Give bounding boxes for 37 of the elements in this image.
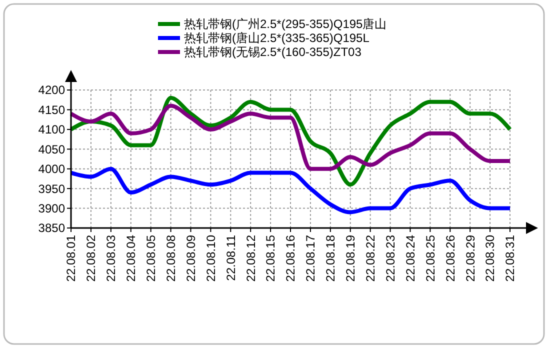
legend-label: 热轧带钢(广州2.5*(295-355)Q195唐山: [184, 17, 387, 32]
y-tick-label: 3950: [38, 182, 66, 196]
x-tick-label: 22.08.15: [264, 234, 278, 282]
y-tick-label: 4050: [38, 142, 66, 156]
x-tick-label: 22.08.24: [403, 234, 418, 282]
legend-label: 热轧带钢(唐山2.5*(335-365)Q195L: [184, 31, 370, 46]
x-tick-label: 22.08.09: [184, 234, 198, 282]
x-tick-label: 22.08.12: [244, 234, 258, 282]
line-series: [69, 96, 512, 187]
x-tick-label: 22.08.26: [443, 234, 458, 282]
x-tick-label: 22.08.31: [503, 234, 518, 282]
x-tick-label: 22.08.17: [304, 234, 318, 282]
y-tick-label: 4100: [38, 122, 66, 137]
x-tick-label: 22.08.18: [324, 234, 338, 282]
x-tick-label: 22.08.04: [124, 234, 138, 282]
line-series: [69, 166, 512, 214]
x-tick-label: 22.08.29: [463, 234, 478, 282]
x-tick-label: 22.08.05: [144, 234, 158, 282]
x-tick-label: 22.08.03: [104, 234, 118, 282]
x-tick-label: 22.08.30: [483, 234, 498, 282]
x-tick-label: 22.08.01: [64, 234, 78, 282]
x-tick-label: 22.08.19: [344, 234, 358, 282]
y-tick-label: 4000: [38, 162, 66, 176]
x-tick-label: 22.08.08: [164, 234, 178, 282]
legend-label: 热轧带钢(无锡2.5*(160-355)ZT03: [184, 45, 362, 60]
x-tick-label: 22.08.02: [84, 234, 98, 282]
y-tick-label: 4150: [38, 102, 66, 117]
x-tick-label: 22.08.11: [224, 234, 238, 281]
x-tick-label: 22.08.23: [383, 234, 398, 282]
y-tick-label: 3850: [38, 221, 66, 236]
y-tick-label: 4200: [38, 83, 66, 98]
y-tick-label: 3900: [38, 201, 66, 216]
x-tick-label: 22.08.22: [364, 234, 378, 282]
x-tick-label: 22.08.10: [204, 234, 218, 282]
x-tick-label: 22.08.25: [423, 234, 438, 282]
x-tick-label: 22.08.16: [284, 234, 298, 282]
line-series: [69, 104, 512, 171]
